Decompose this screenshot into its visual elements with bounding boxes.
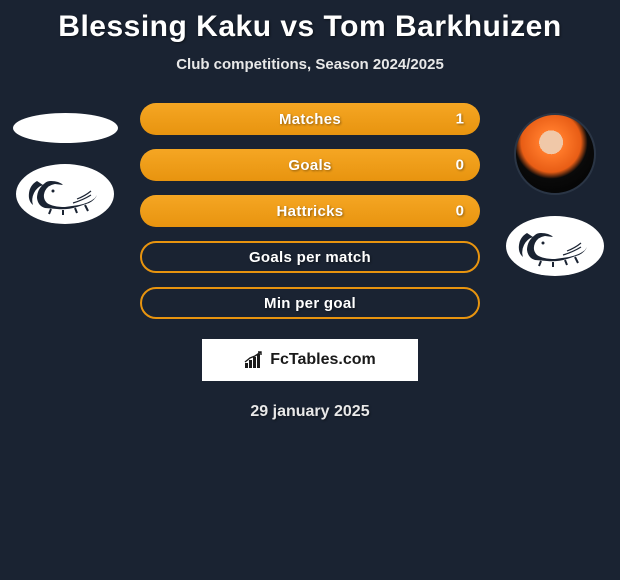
stat-label: Matches [279,111,341,128]
subtitle: Club competitions, Season 2024/2025 [0,56,620,73]
stat-bar-goals: Goals 0 [140,149,480,181]
stat-value: 0 [456,157,464,174]
stat-bar-min-per-goal: Min per goal [140,287,480,319]
stat-value: 0 [456,203,464,220]
stat-value: 1 [456,111,464,128]
club-logo-left [15,163,115,225]
ram-logo-icon [15,163,115,225]
stat-bar-goals-per-match: Goals per match [140,241,480,273]
right-column [500,103,610,277]
left-column [10,103,120,225]
content-row: Matches 1 Goals 0 Hattricks 0 Goals per … [0,103,620,319]
stat-label: Goals [288,157,331,174]
branding-text: FcTables.com [270,351,376,369]
bar-chart-icon [244,351,266,369]
club-logo-right [505,215,605,277]
stat-label: Hattricks [277,203,344,220]
stats-column: Matches 1 Goals 0 Hattricks 0 Goals per … [140,103,480,319]
player-avatar-right [514,113,596,195]
stat-bar-hattricks: Hattricks 0 [140,195,480,227]
infographic-container: Blessing Kaku vs Tom Barkhuizen Club com… [0,0,620,421]
stat-label: Goals per match [249,249,371,266]
stat-bar-matches: Matches 1 [140,103,480,135]
player-avatar-left [13,113,118,143]
branding-badge: FcTables.com [202,339,418,381]
date-label: 29 january 2025 [0,403,620,421]
page-title: Blessing Kaku vs Tom Barkhuizen [0,10,620,44]
ram-logo-icon [505,215,605,277]
stat-label: Min per goal [264,295,356,312]
